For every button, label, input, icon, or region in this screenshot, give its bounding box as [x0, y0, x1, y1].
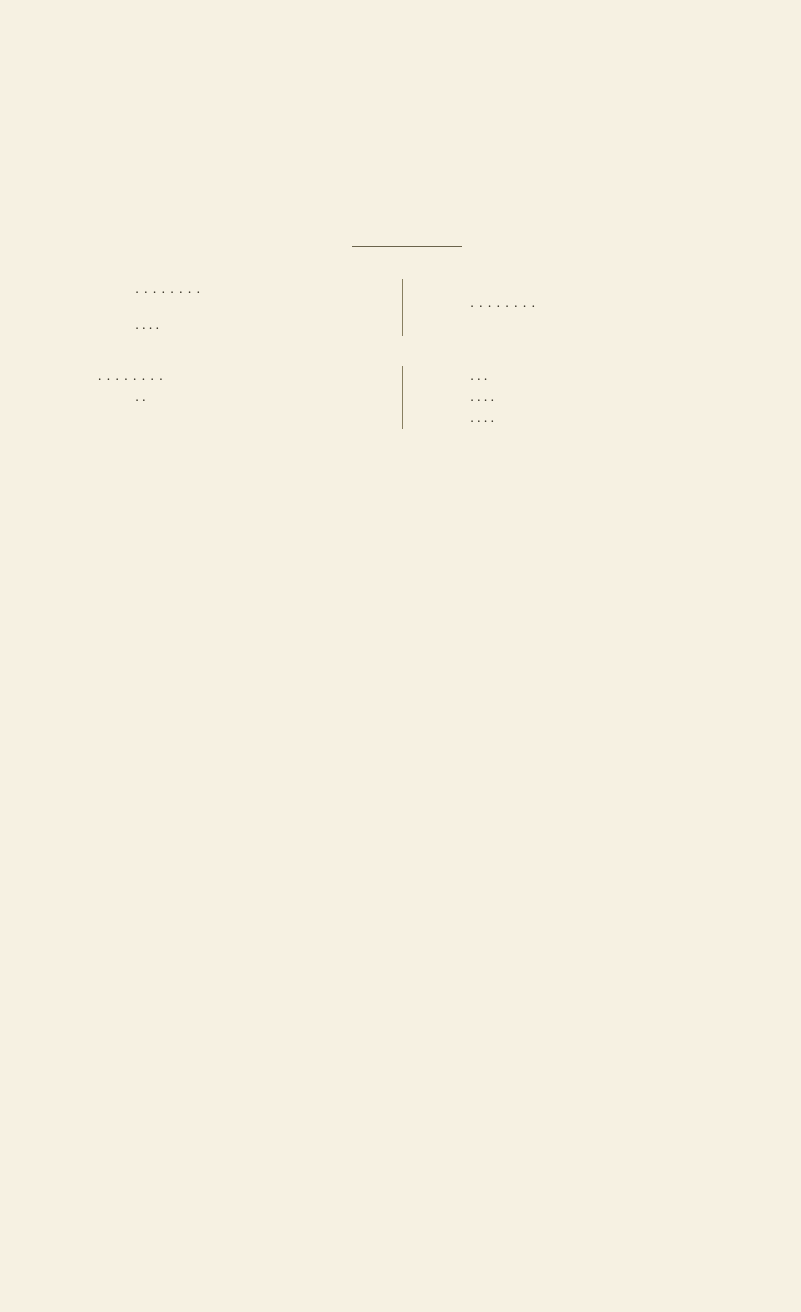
p2-s2-head — [425, 366, 723, 387]
part2-left-col — [90, 366, 403, 429]
p1-s2-head — [90, 315, 388, 336]
part2-right-col — [423, 366, 723, 429]
part2-block — [90, 366, 723, 429]
part1-left-col — [90, 279, 403, 336]
p2-a-head — [90, 366, 388, 387]
title-rule — [352, 246, 462, 247]
p2-s3-head — [425, 387, 723, 408]
part2-columns — [90, 366, 723, 429]
p2-s4-head — [425, 408, 723, 429]
p2-b1-head — [90, 387, 388, 408]
part1-columns — [90, 279, 723, 336]
p1-s3-head — [425, 293, 723, 314]
part1-right-col — [423, 279, 723, 336]
p1-s1-page-row — [90, 280, 388, 301]
